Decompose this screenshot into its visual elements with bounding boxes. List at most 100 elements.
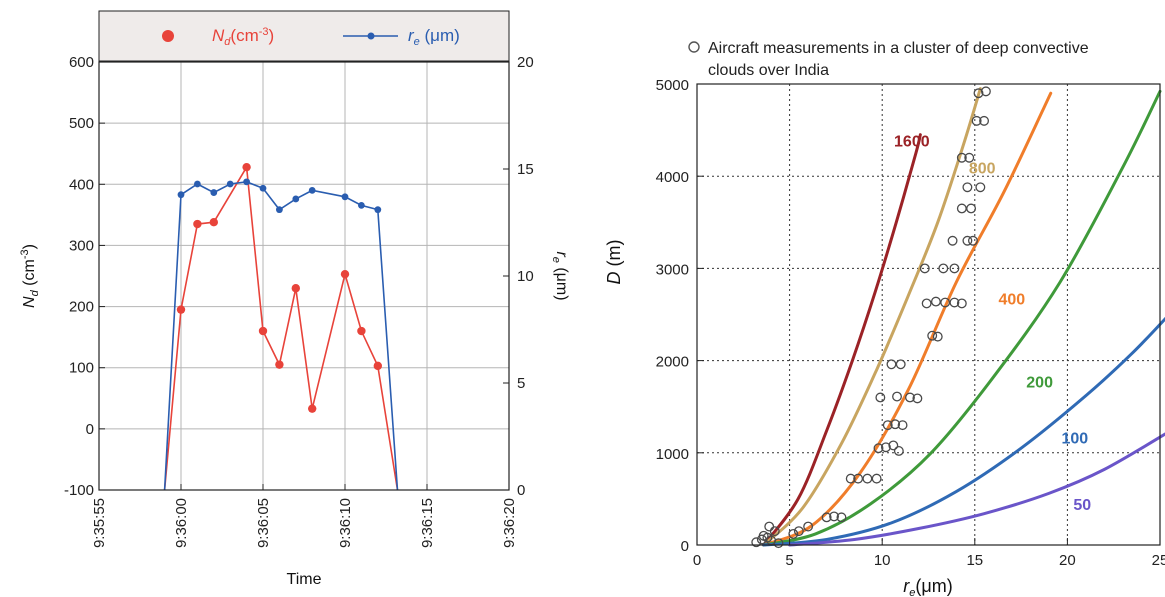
measurement-point — [871, 473, 882, 484]
measurement-point — [845, 473, 856, 484]
y-tick-label: 5000 — [656, 77, 689, 94]
series-point-0 — [209, 217, 218, 227]
series-point-0 — [176, 305, 186, 314]
series-point-0 — [193, 219, 202, 229]
y-left-tick-label: 300 — [69, 237, 94, 254]
y-left-tick-label: -100 — [64, 482, 94, 499]
curve-label-1600: 1600 — [894, 134, 930, 151]
measurement-point — [890, 419, 901, 430]
measurement-point — [895, 359, 906, 370]
series-point-1 — [259, 184, 267, 192]
series-point-1 — [243, 178, 251, 186]
measurement-point — [919, 263, 930, 274]
tick-labels: 0 5 10 15 20 25 0 1000 2000 3000 4000 5000 — [656, 77, 1165, 569]
y-axis-label: D (m) — [604, 240, 624, 285]
measurement-point — [821, 512, 832, 523]
measurement-point — [751, 537, 762, 548]
series-point-0 — [357, 326, 366, 336]
series-point-0 — [340, 269, 350, 279]
series-point-1 — [210, 189, 218, 196]
x-tick-label: 5 — [785, 552, 793, 569]
measurement-point — [930, 296, 941, 307]
series-point-0 — [308, 404, 317, 413]
measurement-point — [905, 392, 915, 403]
measurement-point — [947, 235, 958, 246]
measurement-point — [962, 235, 973, 246]
chart-title-line2: clouds over India — [708, 62, 829, 79]
measurement-point — [829, 511, 839, 522]
curve-200 — [762, 89, 1162, 547]
series-layer — [163, 162, 399, 491]
y-axis-right-label: re (μm) — [550, 251, 570, 300]
curve-labels: 1600 800 400 200 100 50 — [894, 134, 1091, 514]
measurement-point — [892, 391, 902, 402]
x-tick-label: 10 — [874, 552, 891, 569]
measurement-point — [956, 298, 967, 309]
y-tick-label: 0 — [681, 538, 689, 555]
y-right-tick-label: 15 — [517, 161, 534, 178]
measurement-point — [973, 88, 984, 99]
measurement-point — [764, 521, 775, 532]
measurement-point — [956, 152, 967, 163]
measurement-point — [971, 115, 982, 126]
curve-label-400: 400 — [998, 291, 1025, 308]
curves-layer — [762, 87, 1165, 547]
measurement-point — [980, 86, 991, 97]
measurement-point — [793, 526, 804, 537]
x-axis-label: Time — [287, 571, 322, 588]
plot-area — [99, 62, 509, 490]
measurement-point — [875, 392, 886, 403]
measurement-point — [886, 359, 897, 370]
legend-re-label: re (μm) — [408, 26, 460, 48]
y-tick-label: 3000 — [656, 261, 689, 278]
curve-label-50: 50 — [1073, 497, 1091, 514]
measurement-point — [758, 530, 769, 541]
plot-frame — [696, 83, 1161, 546]
measurement-point — [788, 528, 799, 539]
measurement-point — [888, 440, 899, 451]
measurement-point — [966, 203, 977, 214]
curve-label-200: 200 — [1026, 374, 1053, 391]
measurement-point — [940, 297, 951, 308]
series-point-1 — [226, 180, 234, 188]
x-tick-label: 20 — [1059, 552, 1076, 569]
x-tick-label: 9:36:15 — [419, 498, 436, 548]
measurement-point — [882, 420, 893, 431]
x-tick-label: 9:36:20 — [501, 498, 518, 548]
measurement-point — [949, 297, 960, 308]
measurement-point — [912, 393, 923, 404]
x-tick-label: 9:36:10 — [337, 498, 354, 548]
x-tick-label: 9:36:00 — [173, 498, 190, 548]
measurement-point — [979, 115, 990, 126]
measurement-point — [836, 512, 847, 523]
x-tick-label: 25 — [1152, 552, 1165, 569]
legend-re-marker — [367, 32, 375, 40]
plot-area — [697, 84, 1160, 545]
y-left-tick-label: 600 — [69, 54, 94, 71]
measurement-point — [921, 298, 932, 309]
x-tick-label: 9:36:05 — [255, 498, 272, 548]
y-tick-label: 4000 — [656, 169, 689, 186]
series-point-0 — [258, 326, 268, 336]
legend-nd-label: Nd(cm-3) — [212, 26, 274, 48]
x-tick-label: 15 — [966, 552, 983, 569]
measurement-point — [862, 473, 873, 484]
chart-title-line1: Aircraft measurements in a cluster of de… — [708, 40, 1089, 57]
measurement-point — [803, 521, 814, 532]
series-point-0 — [242, 162, 251, 172]
series-point-1 — [194, 180, 201, 188]
series-point-1 — [276, 206, 283, 214]
measurement-point — [880, 442, 891, 453]
y-left-tick-label: 500 — [69, 115, 94, 132]
x-axis-label: re(μm) — [903, 576, 952, 597]
measurement-point — [932, 331, 943, 342]
y-right-tick-label: 0 — [517, 482, 525, 499]
y-tick-label: 1000 — [656, 446, 689, 463]
series-point-1 — [341, 193, 349, 201]
measurement-point — [956, 203, 967, 214]
measurement-point — [853, 473, 864, 484]
curve-800 — [762, 87, 982, 547]
curve-400 — [762, 91, 1053, 547]
series-point-0 — [275, 360, 284, 369]
